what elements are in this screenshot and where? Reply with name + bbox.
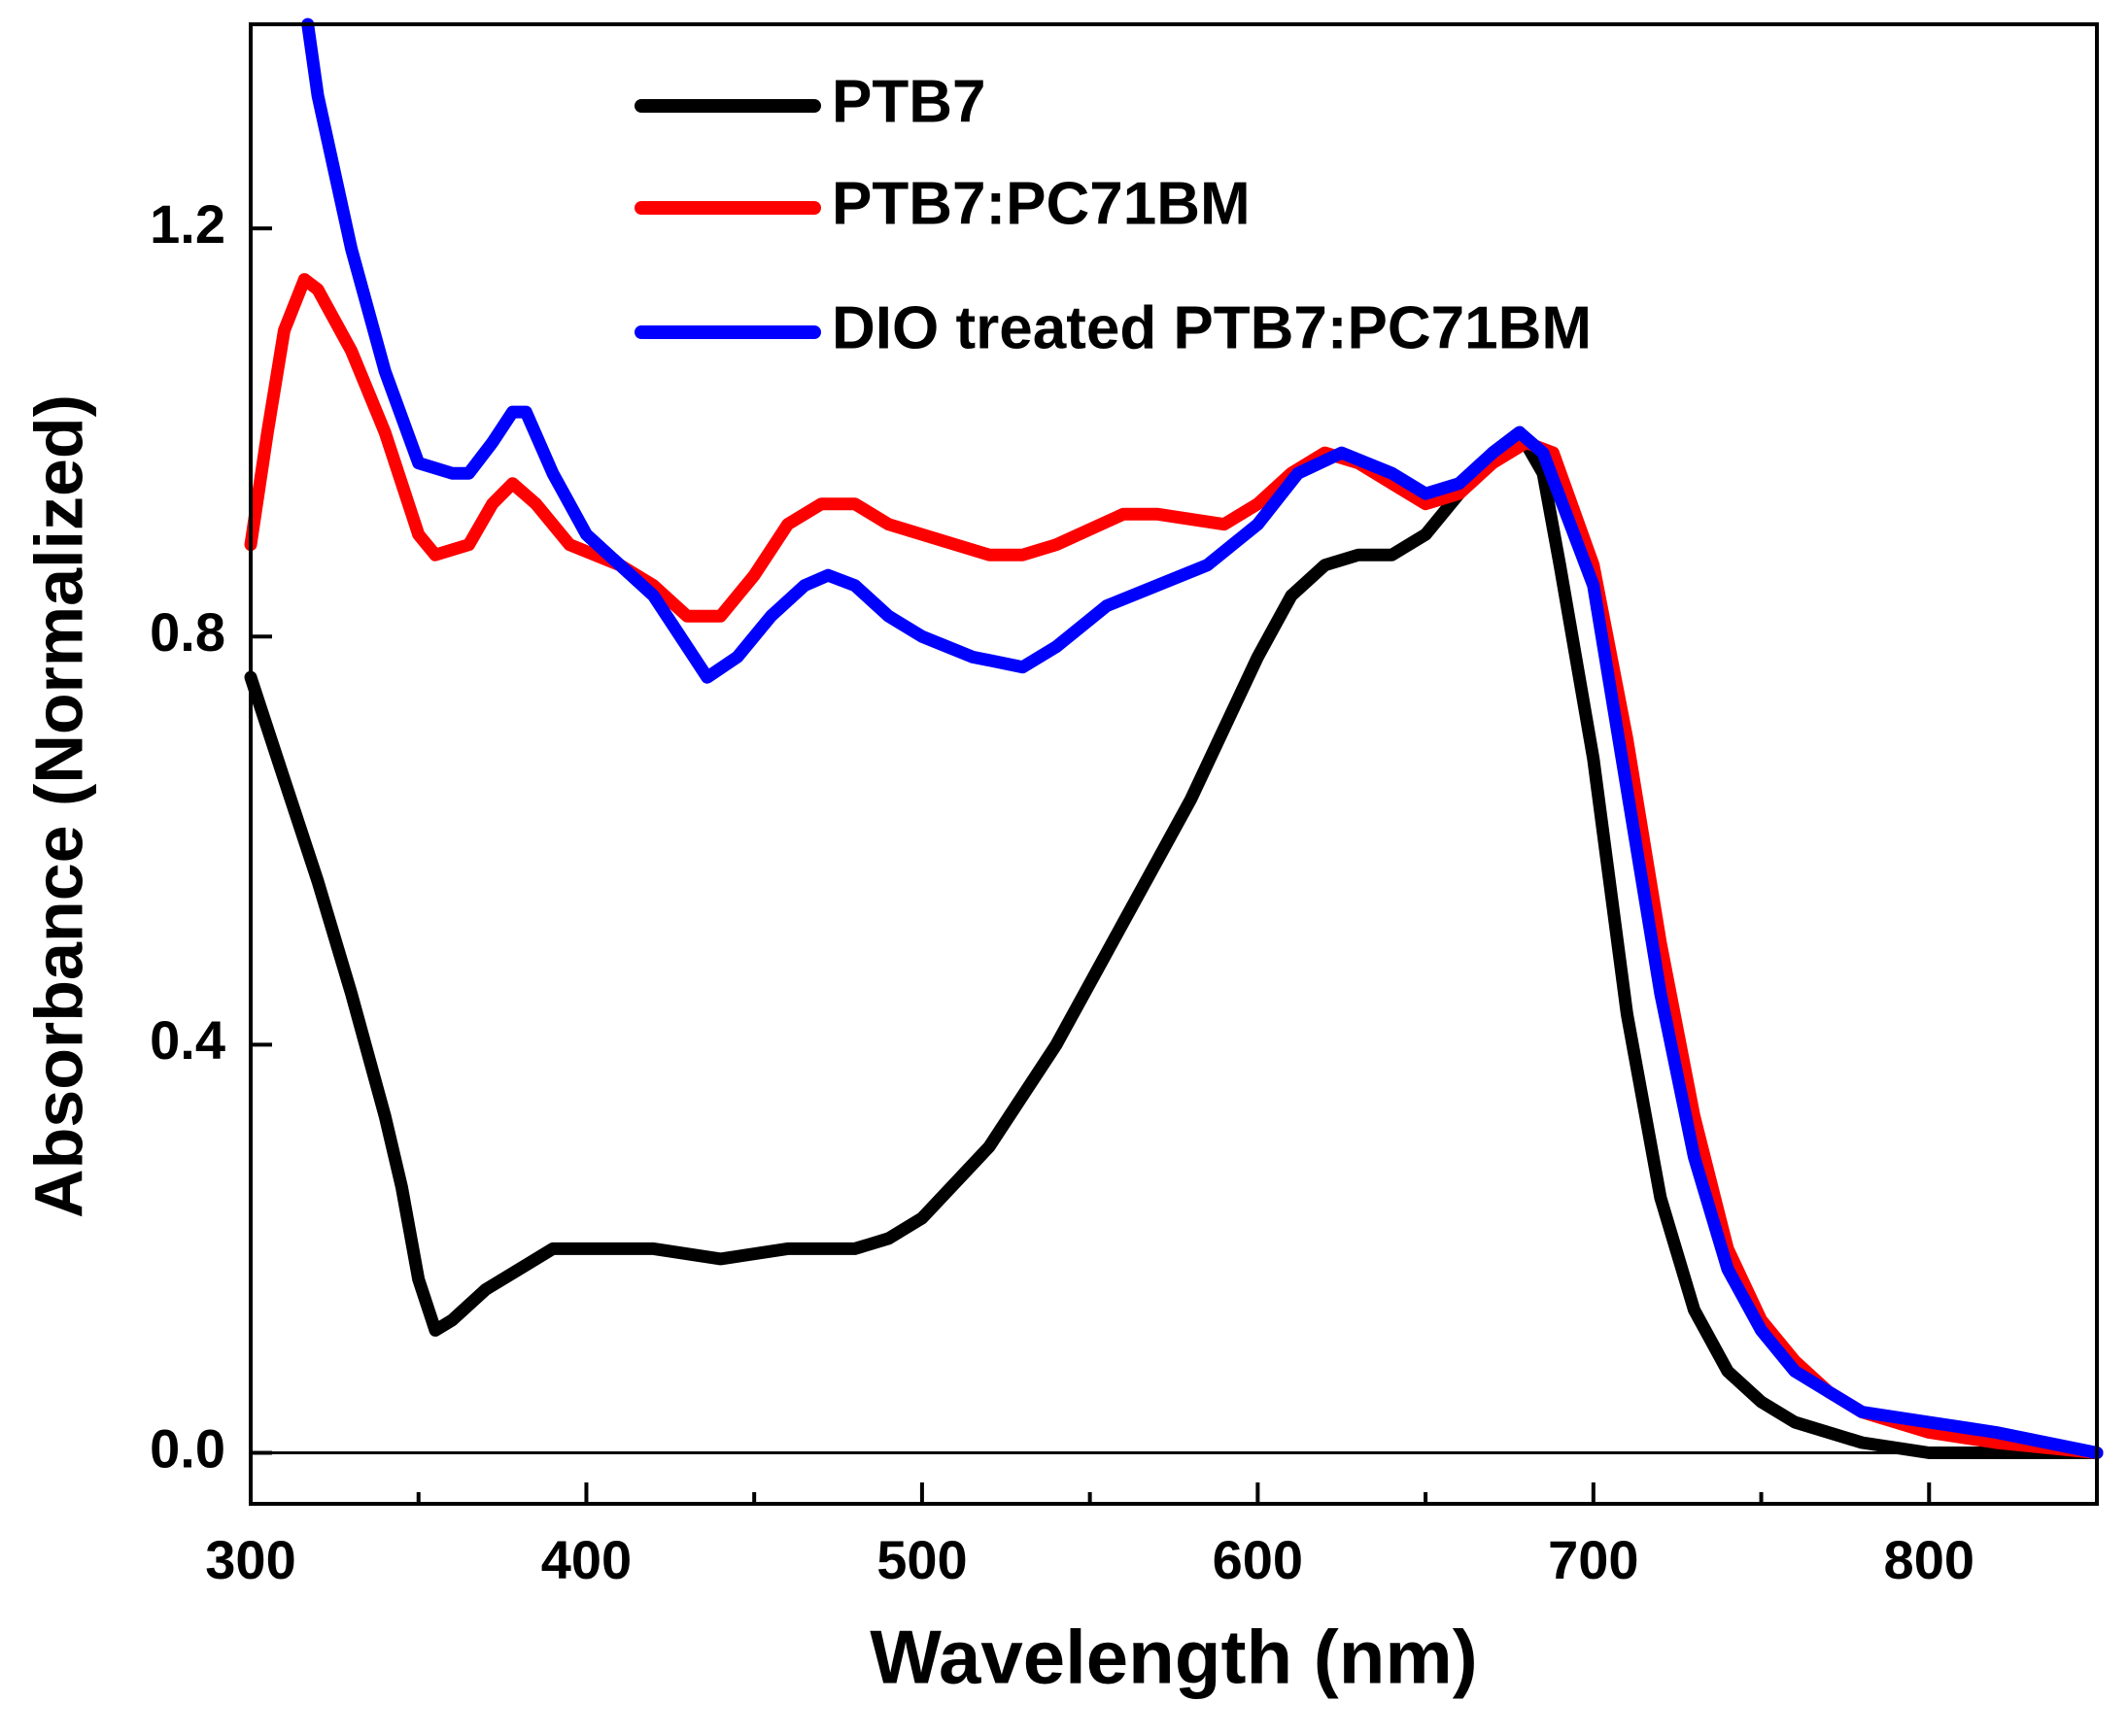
y-tick-label: 1.2 [150,193,225,255]
series-line [244,425,2104,1459]
x-axis-title: Wavelength (nm) [870,1615,1477,1700]
y-tick-label: 0.8 [150,601,225,663]
x-tick-label: 400 [541,1529,632,1590]
series-line [244,273,2104,1459]
plot-frame [249,22,2099,1506]
legend-label: PTB7 [832,68,985,135]
y-tick-label: 0.4 [150,1009,225,1071]
legend-label: PTB7:PC71BM [832,170,1251,237]
y-axis-title: Absorbance (Normalized) [20,394,96,1218]
x-tick-label: 600 [1213,1529,1303,1590]
x-tick-label: 700 [1548,1529,1638,1590]
x-tick-label: 800 [1884,1529,1974,1590]
y-tick-label: 0.0 [150,1417,225,1479]
series-line [301,17,2104,1459]
x-tick-label: 500 [876,1529,967,1590]
legend-label: DIO treated PTB7:PC71BM [832,294,1592,361]
x-tick-label: 300 [205,1529,295,1590]
